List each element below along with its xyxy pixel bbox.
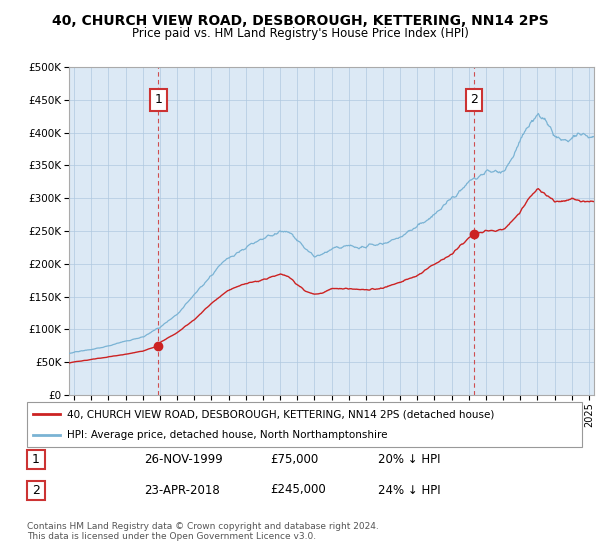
Text: £75,000: £75,000 [270,452,318,466]
Text: 2: 2 [32,483,40,497]
Text: 20% ↓ HPI: 20% ↓ HPI [378,452,440,466]
Text: 24% ↓ HPI: 24% ↓ HPI [378,483,440,497]
Text: £245,000: £245,000 [270,483,326,497]
Text: Price paid vs. HM Land Registry's House Price Index (HPI): Price paid vs. HM Land Registry's House … [131,27,469,40]
Text: HPI: Average price, detached house, North Northamptonshire: HPI: Average price, detached house, Nort… [67,430,388,440]
Text: 1: 1 [32,452,40,466]
Text: 1: 1 [154,94,162,106]
Text: 40, CHURCH VIEW ROAD, DESBOROUGH, KETTERING, NN14 2PS (detached house): 40, CHURCH VIEW ROAD, DESBOROUGH, KETTER… [67,409,494,419]
Text: 23-APR-2018: 23-APR-2018 [144,483,220,497]
Text: 40, CHURCH VIEW ROAD, DESBOROUGH, KETTERING, NN14 2PS: 40, CHURCH VIEW ROAD, DESBOROUGH, KETTER… [52,14,548,28]
Text: 26-NOV-1999: 26-NOV-1999 [144,452,223,466]
Text: 2: 2 [470,94,478,106]
Text: Contains HM Land Registry data © Crown copyright and database right 2024.
This d: Contains HM Land Registry data © Crown c… [27,522,379,542]
